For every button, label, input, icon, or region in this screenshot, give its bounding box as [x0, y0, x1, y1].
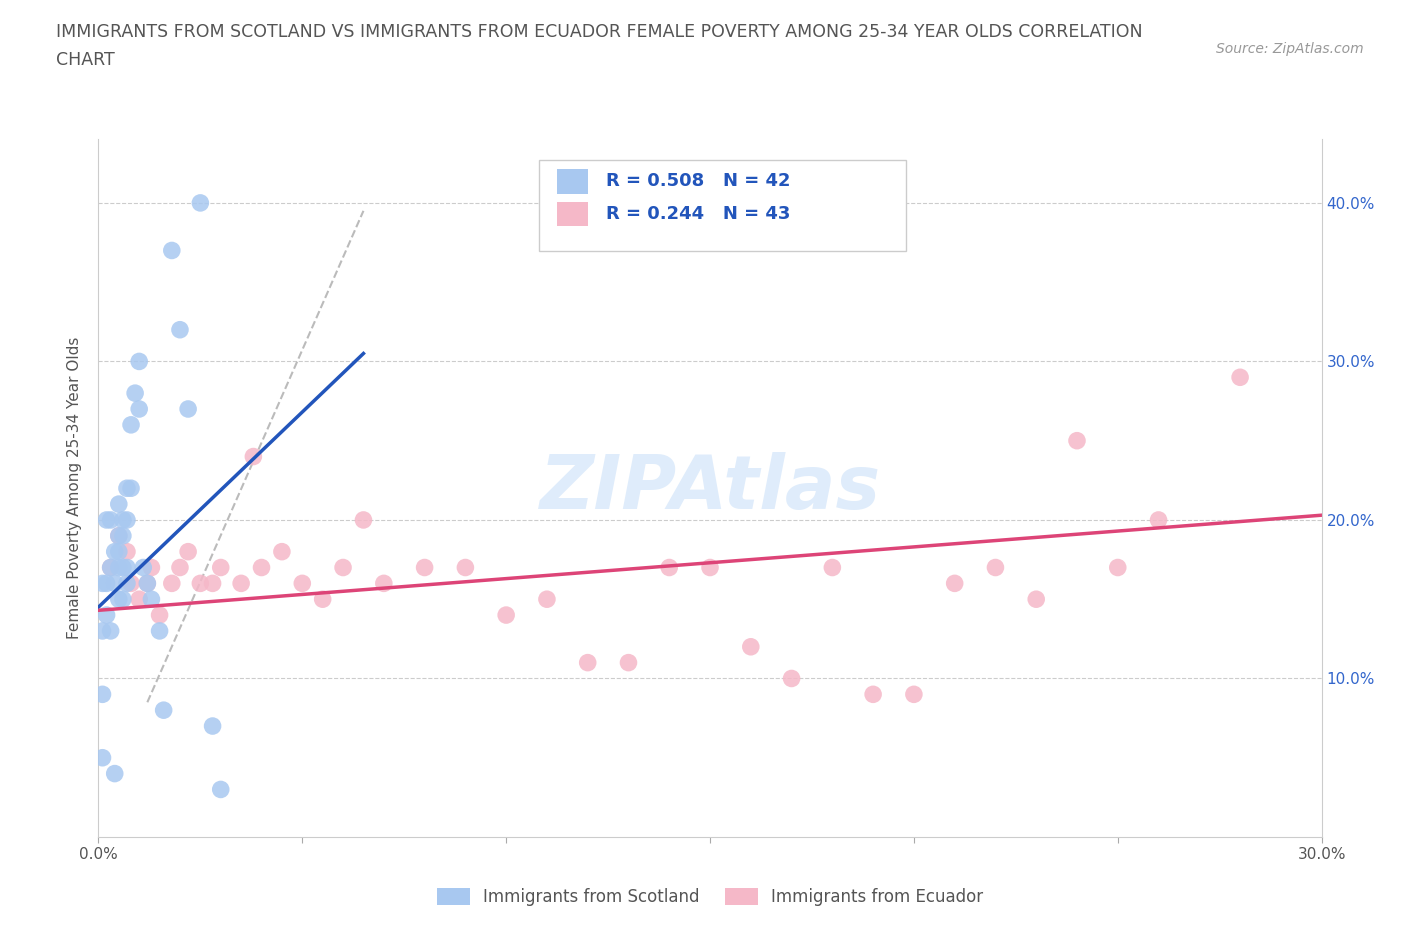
- Point: [177, 544, 200, 559]
- Text: R = 0.508   N = 42: R = 0.508 N = 42: [606, 172, 790, 191]
- Text: IMMIGRANTS FROM SCOTLAND VS IMMIGRANTS FROM ECUADOR FEMALE POVERTY AMONG 25-34 Y: IMMIGRANTS FROM SCOTLAND VS IMMIGRANTS F…: [56, 23, 1143, 41]
- Point: [132, 560, 155, 575]
- Text: CHART: CHART: [56, 51, 115, 69]
- Bar: [557, 202, 588, 226]
- Point: [136, 576, 159, 591]
- Point: [250, 560, 273, 575]
- Point: [332, 560, 354, 575]
- Point: [141, 591, 163, 606]
- Point: [1147, 512, 1170, 527]
- Point: [91, 687, 114, 702]
- Point: [536, 591, 558, 606]
- Point: [100, 560, 122, 575]
- Point: [128, 591, 150, 606]
- Point: [495, 607, 517, 622]
- Point: [128, 354, 150, 369]
- Point: [177, 402, 200, 417]
- Legend: Immigrants from Scotland, Immigrants from Ecuador: Immigrants from Scotland, Immigrants fro…: [430, 881, 990, 912]
- Point: [209, 782, 232, 797]
- Point: [108, 497, 131, 512]
- Point: [96, 576, 118, 591]
- Point: [169, 323, 191, 338]
- Point: [576, 655, 599, 670]
- Point: [149, 607, 172, 622]
- Point: [152, 703, 174, 718]
- Point: [104, 576, 127, 591]
- Point: [120, 418, 142, 432]
- Point: [201, 576, 224, 591]
- Text: ZIPAtlas: ZIPAtlas: [540, 452, 880, 525]
- Point: [312, 591, 335, 606]
- Point: [108, 528, 131, 543]
- Point: [1025, 591, 1047, 606]
- Point: [780, 671, 803, 686]
- Point: [104, 544, 127, 559]
- Point: [111, 528, 134, 543]
- Point: [111, 560, 134, 575]
- Point: [115, 576, 138, 591]
- Point: [115, 560, 138, 575]
- Point: [270, 544, 294, 559]
- Point: [108, 528, 131, 543]
- Point: [231, 576, 253, 591]
- Point: [111, 512, 134, 527]
- Point: [984, 560, 1007, 575]
- Point: [141, 560, 163, 575]
- Point: [108, 544, 131, 559]
- Point: [699, 560, 721, 575]
- Text: R = 0.244   N = 43: R = 0.244 N = 43: [606, 206, 790, 223]
- Point: [862, 687, 884, 702]
- Point: [96, 512, 118, 527]
- Point: [352, 512, 374, 527]
- Point: [413, 560, 436, 575]
- Point: [149, 623, 172, 638]
- Point: [1107, 560, 1129, 575]
- Point: [188, 195, 212, 210]
- Point: [201, 719, 224, 734]
- Point: [100, 623, 122, 638]
- Point: [104, 766, 127, 781]
- Point: [740, 639, 762, 654]
- Point: [115, 481, 138, 496]
- Bar: [557, 169, 588, 193]
- Point: [943, 576, 966, 591]
- Point: [128, 402, 150, 417]
- Point: [658, 560, 681, 575]
- Point: [821, 560, 844, 575]
- Point: [100, 512, 122, 527]
- Point: [91, 751, 114, 765]
- Point: [124, 386, 146, 401]
- Point: [373, 576, 395, 591]
- Point: [96, 607, 118, 622]
- Text: Source: ZipAtlas.com: Source: ZipAtlas.com: [1216, 42, 1364, 56]
- Point: [108, 560, 131, 575]
- Point: [120, 481, 142, 496]
- Point: [188, 576, 212, 591]
- Point: [1229, 370, 1251, 385]
- Point: [160, 576, 183, 591]
- Point: [111, 591, 134, 606]
- Point: [91, 576, 114, 591]
- Point: [209, 560, 232, 575]
- Bar: [538, 161, 905, 251]
- Point: [903, 687, 925, 702]
- Point: [91, 623, 114, 638]
- Point: [242, 449, 264, 464]
- Point: [115, 544, 138, 559]
- Point: [115, 512, 138, 527]
- Point: [617, 655, 640, 670]
- Point: [160, 243, 183, 258]
- Point: [1066, 433, 1088, 448]
- Point: [169, 560, 191, 575]
- Y-axis label: Female Poverty Among 25-34 Year Olds: Female Poverty Among 25-34 Year Olds: [67, 337, 83, 640]
- Point: [108, 591, 131, 606]
- Point: [454, 560, 477, 575]
- Point: [120, 576, 142, 591]
- Point: [136, 576, 159, 591]
- Point: [100, 560, 122, 575]
- Point: [291, 576, 314, 591]
